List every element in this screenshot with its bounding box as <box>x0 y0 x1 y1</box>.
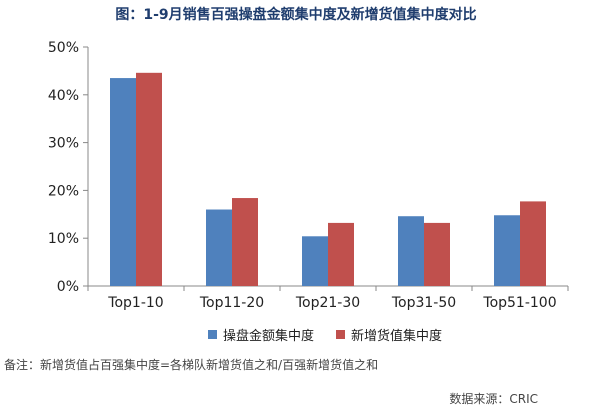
bar-series1 <box>110 78 136 286</box>
bar-series1 <box>494 215 520 286</box>
x-tick-label: Top1-10 <box>107 295 163 311</box>
y-tick-label: 30% <box>48 136 79 152</box>
legend-swatch-series1 <box>208 330 217 339</box>
x-tick-label: Top51-100 <box>482 295 556 311</box>
data-source: 数据来源：CRIC <box>449 392 538 406</box>
bar-series1 <box>398 216 424 286</box>
footnote: 备注：新增货值占百强集中度=各梯队新增货值之和/百强新增货值之和 <box>4 358 379 372</box>
bar-series2 <box>232 198 258 286</box>
bar-series2 <box>136 72 162 286</box>
chart-legend: 操盘金额集中度 新增货值集中度 <box>208 325 442 344</box>
bar-series2 <box>328 222 354 286</box>
legend-item-series2: 新增货值集中度 <box>336 325 442 344</box>
y-tick-label: 0% <box>57 279 79 295</box>
legend-swatch-series2 <box>336 330 346 339</box>
bar-series2 <box>520 201 546 286</box>
chart-title: 图：1-9月销售百强操盘金额集中度及新增货值集中度对比 <box>115 7 477 23</box>
y-tick-label: 20% <box>48 183 79 199</box>
y-tick-label: 40% <box>48 88 79 104</box>
legend-item-series1: 操盘金额集中度 <box>208 325 314 344</box>
y-tick-label: 50% <box>48 40 79 56</box>
bar-series1 <box>302 236 328 286</box>
x-tick-label: Top31-50 <box>391 295 456 311</box>
legend-label-series2: 新增货值集中度 <box>351 329 443 344</box>
bar-chart: 0% 10% 20% 30% 40% 50% Top1-10 Top11-20 Top21-30… <box>48 40 569 311</box>
bar-series2 <box>424 222 450 286</box>
y-tick-label: 10% <box>48 231 79 247</box>
bar-series1 <box>206 209 232 286</box>
x-tick-label: Top11-20 <box>199 295 264 311</box>
legend-label-series1: 操盘金额集中度 <box>223 329 315 344</box>
x-tick-label: Top21-30 <box>295 295 360 311</box>
